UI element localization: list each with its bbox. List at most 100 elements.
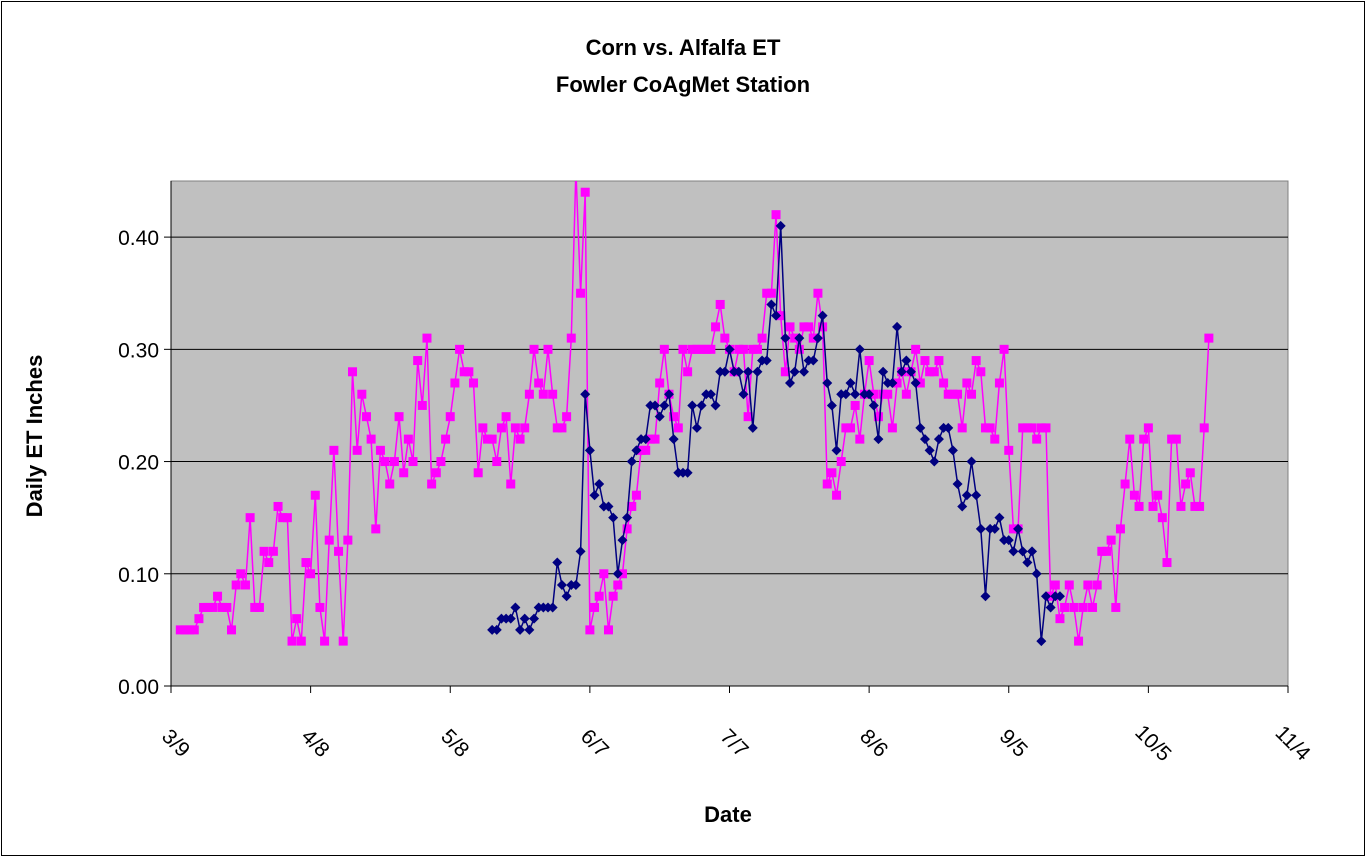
- data-point: [529, 613, 540, 624]
- data-point: [878, 366, 889, 377]
- data-point: [352, 445, 362, 455]
- data-point: [957, 501, 968, 512]
- data-point: [590, 602, 600, 612]
- data-point: [1041, 423, 1051, 433]
- data-point: [538, 389, 548, 399]
- data-point: [743, 412, 753, 422]
- data-point: [901, 355, 912, 366]
- data-point: [338, 636, 348, 646]
- data-point: [227, 625, 237, 635]
- data-point: [464, 367, 474, 377]
- data-point: [846, 423, 856, 433]
- y-tick-label: 0.10: [118, 564, 159, 587]
- data-point: [654, 411, 665, 422]
- data-point: [878, 389, 888, 399]
- data-point: [748, 344, 758, 354]
- data-point: [599, 569, 609, 579]
- data-point: [552, 423, 562, 433]
- data-point: [236, 569, 246, 579]
- data-point: [371, 524, 381, 534]
- data-point: [794, 333, 805, 344]
- data-point: [999, 344, 1009, 354]
- data-point: [436, 457, 446, 467]
- data-point: [766, 299, 777, 310]
- x-tick-label: 3/9: [157, 725, 194, 762]
- data-point: [961, 490, 972, 501]
- data-point: [924, 445, 935, 456]
- data-point: [584, 445, 595, 456]
- data-point: [887, 423, 897, 433]
- x-tick-label: 9/5: [995, 725, 1032, 762]
- data-point: [194, 614, 204, 624]
- data-point: [310, 490, 320, 500]
- data-point: [832, 490, 842, 500]
- x-tick-label: 5/8: [436, 725, 473, 762]
- data-point: [1013, 523, 1024, 534]
- data-point: [1017, 546, 1028, 557]
- data-point: [1101, 546, 1111, 556]
- x-tick-label: 8/6: [855, 725, 892, 762]
- data-point: [971, 356, 981, 366]
- data-point: [752, 344, 762, 354]
- data-point: [669, 412, 679, 422]
- data-point: [1176, 501, 1186, 511]
- data-point: [696, 400, 707, 411]
- data-point: [199, 602, 209, 612]
- data-point: [925, 367, 935, 377]
- data-point: [1055, 614, 1065, 624]
- data-point: [482, 434, 492, 444]
- data-point: [1199, 423, 1209, 433]
- data-point: [641, 445, 651, 455]
- data-point: [613, 580, 623, 590]
- data-point: [375, 445, 385, 455]
- data-point: [557, 423, 567, 433]
- data-point: [403, 434, 413, 444]
- data-point: [217, 602, 227, 612]
- chart-subtitle: Fowler CoAgMet Station: [556, 72, 810, 97]
- data-point: [1050, 580, 1060, 590]
- data-point: [441, 434, 451, 444]
- data-point: [953, 389, 963, 399]
- data-point: [929, 367, 939, 377]
- data-point: [896, 366, 907, 377]
- data-point: [864, 356, 874, 366]
- data-point: [450, 378, 460, 388]
- data-point: [1060, 602, 1070, 612]
- data-point: [1027, 423, 1037, 433]
- data-point: [733, 366, 744, 377]
- y-axis-title: Daily ET Inches: [22, 355, 47, 518]
- x-tick-label: 7/7: [716, 725, 753, 762]
- data-point: [943, 422, 954, 433]
- data-point: [278, 513, 288, 523]
- data-point: [854, 344, 865, 355]
- data-point: [231, 580, 241, 590]
- data-point: [529, 344, 539, 354]
- data-point: [766, 288, 776, 298]
- data-point: [589, 490, 600, 501]
- data-point: [873, 434, 884, 445]
- data-point: [1074, 636, 1084, 646]
- data-point: [1190, 501, 1200, 511]
- data-point: [1204, 333, 1214, 343]
- data-point: [222, 602, 232, 612]
- data-point: [957, 423, 967, 433]
- data-point: [273, 501, 283, 511]
- data-point: [245, 513, 255, 523]
- data-point: [706, 344, 716, 354]
- data-point: [1031, 568, 1042, 579]
- data-point: [719, 366, 730, 377]
- data-point: [548, 389, 558, 399]
- data-point: [678, 344, 688, 354]
- data-point: [1195, 501, 1205, 511]
- data-point: [1018, 423, 1028, 433]
- data-point: [608, 591, 618, 601]
- data-point: [282, 513, 292, 523]
- y-tick-label: 0.30: [118, 339, 159, 362]
- data-point: [268, 546, 278, 556]
- data-point: [180, 625, 190, 635]
- data-point: [547, 602, 558, 613]
- data-point: [650, 434, 660, 444]
- data-point: [575, 546, 586, 557]
- data-point: [804, 322, 814, 332]
- data-point: [985, 423, 995, 433]
